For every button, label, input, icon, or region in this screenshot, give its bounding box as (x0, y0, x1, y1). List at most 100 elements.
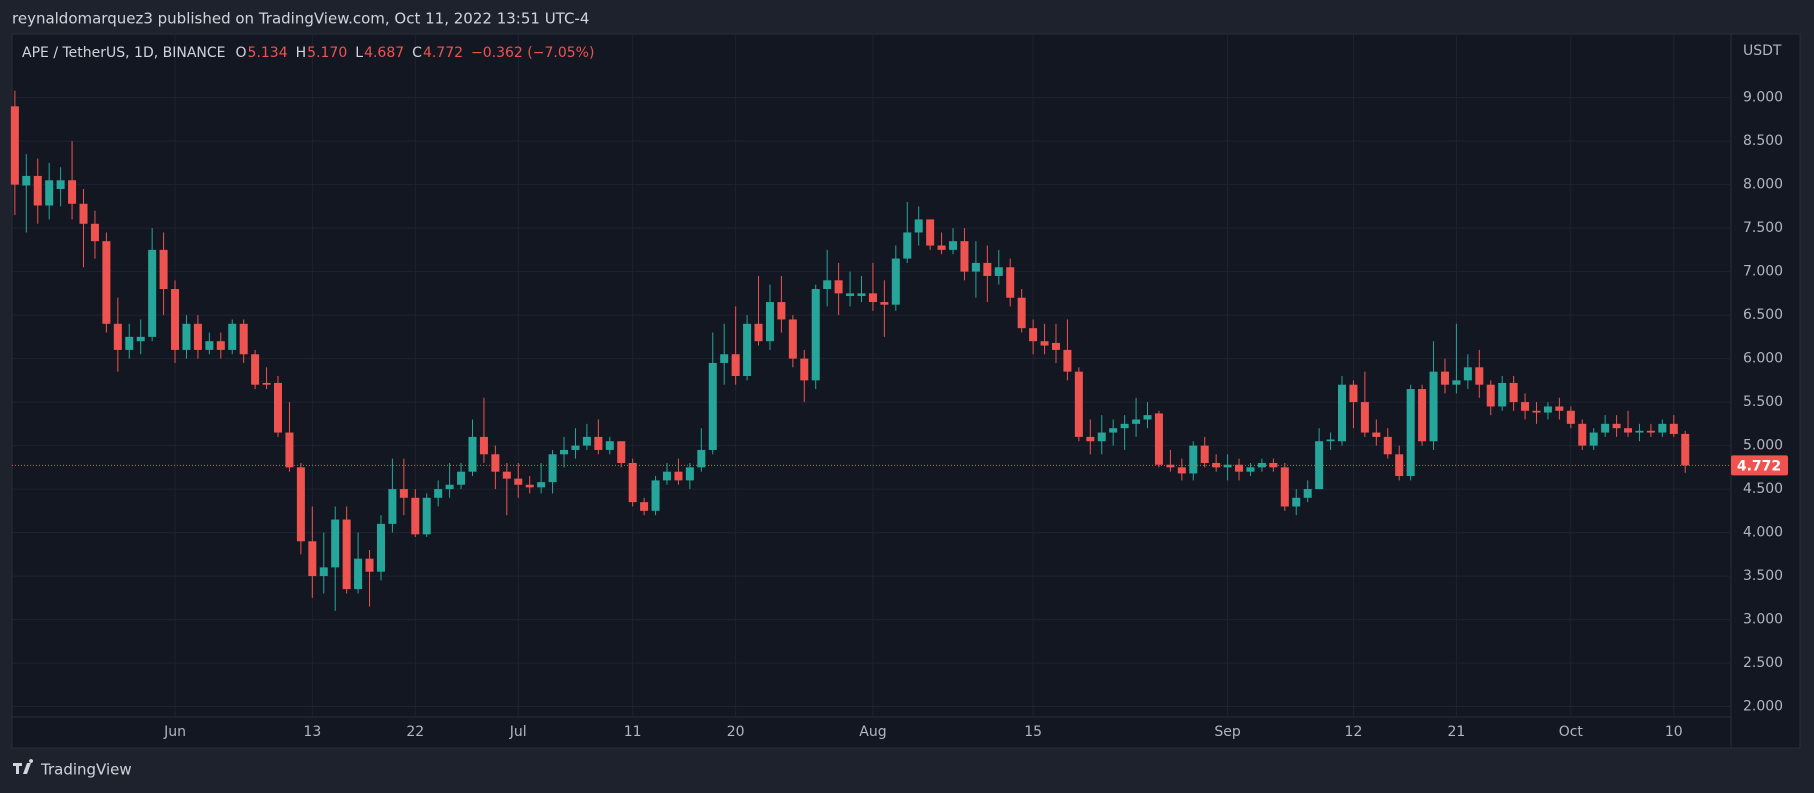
candle-body (1601, 423, 1610, 433)
candle-body (880, 302, 889, 305)
y-tick-label: 6.000 (1743, 351, 1783, 367)
candle-body (79, 203, 88, 224)
candle-body (594, 436, 603, 450)
candle-body (285, 432, 294, 468)
candle-body (1509, 382, 1518, 403)
candle-body (1429, 371, 1438, 442)
candle-body (1521, 402, 1530, 411)
candle-body (216, 341, 225, 350)
candle-body (68, 180, 77, 204)
candle-body (537, 482, 546, 488)
candle-body (1624, 428, 1633, 433)
candle-body (1578, 423, 1587, 446)
candle-body (365, 558, 374, 572)
x-tick-label: 15 (1024, 724, 1042, 740)
candle-body (262, 382, 271, 385)
ohlc-value: 5.134 (248, 45, 288, 61)
candle-body (1589, 432, 1598, 446)
ohlc-key: H (296, 45, 307, 61)
y-tick-label: 2.000 (1743, 699, 1783, 715)
candle-body (1154, 413, 1163, 465)
candle-body (1097, 432, 1106, 442)
candle-body (605, 441, 614, 450)
candle-body (1543, 406, 1552, 413)
candle-body (731, 354, 740, 376)
candle-body (1086, 436, 1095, 442)
candle-body (1418, 389, 1427, 442)
candle-body (228, 323, 237, 350)
candle-body (662, 471, 671, 481)
candle-body (857, 293, 866, 296)
candle-body (1143, 415, 1152, 420)
candle-body (296, 467, 305, 542)
x-tick-label: Jul (509, 724, 527, 740)
x-tick-label: Aug (859, 724, 886, 740)
candle-body (354, 558, 363, 590)
y-tick-label: 2.500 (1743, 655, 1783, 671)
candle-body (1235, 464, 1244, 472)
candle-body (788, 319, 797, 359)
candle-body (193, 323, 202, 350)
ohlc-key: L (355, 45, 363, 61)
x-tick-label: 13 (303, 724, 321, 740)
candle-body (525, 484, 534, 488)
candle-body (113, 323, 122, 350)
candle-body (994, 267, 1003, 276)
ohlc-key: O (236, 45, 247, 61)
logo-icon (13, 759, 34, 774)
candle-body (1257, 462, 1266, 468)
candle-body (1372, 432, 1381, 437)
candle-body (1006, 267, 1015, 298)
change-value: −0.362 (−7.05%) (471, 45, 594, 61)
candle-body (319, 567, 328, 577)
legend: APE / TetherUS, 1D, BINANCE O 5.134 H 5.170… (22, 45, 594, 61)
candle-body (331, 519, 340, 568)
candle-body (765, 302, 774, 342)
candle-body (548, 454, 557, 483)
candle-body (674, 471, 683, 481)
candle-body (685, 467, 694, 481)
candle-body (171, 289, 180, 350)
candle-body (651, 480, 660, 511)
candle-body (1315, 441, 1324, 490)
candle-body (90, 223, 99, 242)
candle-body (251, 354, 260, 385)
candle-body (811, 289, 820, 381)
candle-body (411, 497, 420, 535)
candle-body (422, 497, 431, 535)
candle-body (1338, 384, 1347, 442)
ohlc-value: 4.687 (364, 45, 404, 61)
candle-body (1246, 467, 1255, 472)
candle-body (1109, 428, 1118, 433)
candle-body (754, 323, 763, 342)
candle-body (182, 323, 191, 350)
candle-body (1452, 380, 1461, 385)
candle-body (1166, 464, 1175, 468)
x-tick-label: 10 (1665, 724, 1683, 740)
header-text: reynaldomarquez3 published on TradingVie… (12, 10, 589, 28)
candle-body (159, 249, 168, 290)
x-tick-label: 20 (727, 724, 745, 740)
candle-body (1212, 462, 1221, 468)
candle-body (1383, 436, 1392, 455)
candle-body (914, 219, 923, 233)
candle-body (1463, 367, 1472, 381)
x-tick-label: 21 (1448, 724, 1466, 740)
y-tick-label: 3.000 (1743, 612, 1783, 628)
ohlc-key: C (412, 45, 422, 61)
candle-body (1223, 464, 1232, 468)
candle-body (1635, 430, 1644, 433)
candle-body (56, 180, 65, 189)
y-tick-label: 8.500 (1743, 133, 1783, 149)
candle-body (502, 471, 511, 479)
candle-body (1395, 454, 1404, 477)
candle-body (457, 471, 466, 485)
candle-body (960, 241, 969, 272)
candle-body (102, 241, 111, 324)
candle-body (1269, 462, 1278, 468)
y-tick-label: 6.500 (1743, 307, 1783, 323)
x-tick-label: 11 (624, 724, 642, 740)
y-tick-label: 8.000 (1743, 177, 1783, 193)
candle-body (399, 489, 408, 498)
candle-body (628, 462, 637, 503)
